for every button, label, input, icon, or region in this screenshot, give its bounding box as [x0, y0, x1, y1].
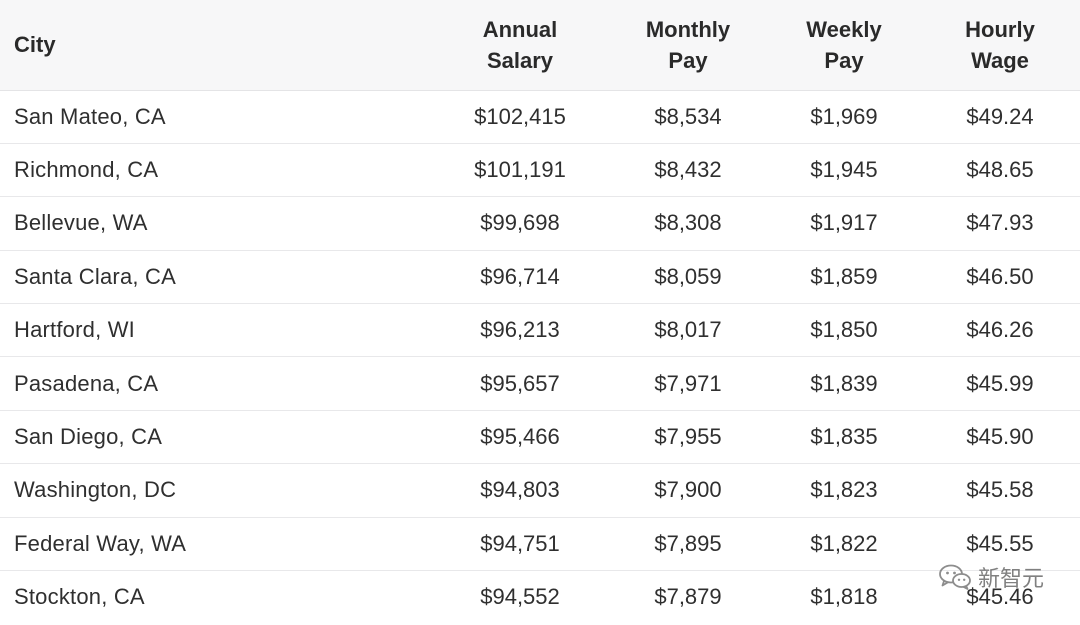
header-row: City Annual Salary Monthly Pay Weekly Pa… [0, 0, 1080, 91]
cell-city: Richmond, CA [14, 157, 159, 183]
cell-weekly-pay: $1,835 [810, 424, 878, 450]
cell-city: Washington, DC [14, 477, 177, 503]
cell-hourly-wage: $46.50 [966, 263, 1034, 289]
cell-city: Stockton, CA [14, 584, 145, 610]
header-text: Pay [824, 47, 864, 73]
cell-annual-salary: $99,698 [480, 210, 560, 236]
cell-hourly-wage: $46.26 [966, 317, 1034, 343]
column-header-monthly-pay: Monthly Pay [608, 0, 768, 91]
column-header-hourly-wage: Hourly Wage [920, 0, 1080, 91]
cell-weekly-pay: $1,945 [810, 157, 878, 183]
header-text: Salary [486, 47, 554, 73]
cell-hourly-wage: $47.93 [966, 210, 1034, 236]
table-row: Pasadena, CA $95,657 $7,971 $1,839 $45.9… [0, 357, 1080, 411]
cell-monthly-pay: $7,895 [654, 530, 722, 556]
cell-annual-salary: $101,191 [474, 157, 566, 183]
cell-monthly-pay: $7,879 [654, 584, 722, 610]
table-body: San Mateo, CA $102,415 $8,534 $1,969 $49… [0, 90, 1080, 624]
header-text: Weekly [806, 16, 882, 42]
cell-weekly-pay: $1,823 [810, 477, 878, 503]
cell-city: San Mateo, CA [14, 103, 166, 129]
cell-weekly-pay: $1,859 [810, 263, 878, 289]
cell-monthly-pay: $8,308 [654, 210, 722, 236]
cell-hourly-wage: $45.46 [966, 584, 1034, 610]
cell-monthly-pay: $8,432 [654, 157, 722, 183]
table-row: Federal Way, WA $94,751 $7,895 $1,822 $4… [0, 517, 1080, 571]
cell-annual-salary: $95,466 [480, 424, 560, 450]
cell-monthly-pay: $8,059 [654, 263, 722, 289]
cell-annual-salary: $94,803 [480, 477, 560, 503]
cell-city: Federal Way, WA [14, 530, 187, 556]
table-header: City Annual Salary Monthly Pay Weekly Pa… [0, 0, 1080, 91]
header-text: Hourly [965, 16, 1035, 42]
table-row: San Mateo, CA $102,415 $8,534 $1,969 $49… [0, 90, 1080, 144]
cell-weekly-pay: $1,822 [810, 530, 878, 556]
cell-city: San Diego, CA [14, 424, 163, 450]
cell-city: Santa Clara, CA [14, 263, 176, 289]
table-row: Santa Clara, CA $96,714 $8,059 $1,859 $4… [0, 250, 1080, 304]
cell-monthly-pay: $8,534 [654, 103, 722, 129]
cell-hourly-wage: $45.55 [966, 530, 1034, 556]
column-header-annual-salary: Annual Salary [432, 0, 608, 91]
cell-hourly-wage: $45.99 [966, 370, 1034, 396]
header-text: Monthly [645, 16, 731, 42]
cell-weekly-pay: $1,917 [810, 210, 878, 236]
cell-weekly-pay: $1,969 [810, 103, 878, 129]
cell-weekly-pay: $1,818 [810, 584, 878, 610]
table-row: Washington, DC $94,803 $7,900 $1,823 $45… [0, 464, 1080, 518]
table-row: San Diego, CA $95,466 $7,955 $1,835 $45.… [0, 410, 1080, 464]
cell-monthly-pay: $7,900 [654, 477, 722, 503]
header-text: Pay [668, 47, 708, 73]
header-text: Wage [971, 47, 1029, 73]
cell-monthly-pay: $7,955 [654, 424, 722, 450]
cell-annual-salary: $94,751 [480, 530, 560, 556]
column-header-city: City [0, 0, 432, 91]
table-row: Hartford, WI $96,213 $8,017 $1,850 $46.2… [0, 304, 1080, 357]
cell-hourly-wage: $48.65 [966, 157, 1034, 183]
cell-monthly-pay: $8,017 [654, 317, 722, 343]
column-header-weekly-pay: Weekly Pay [768, 0, 920, 91]
header-text: Annual [482, 16, 558, 42]
table-row: Stockton, CA $94,552 $7,879 $1,818 $45.4… [0, 571, 1080, 624]
cell-annual-salary: $94,552 [480, 584, 560, 610]
cell-city: Bellevue, WA [14, 210, 148, 236]
cell-weekly-pay: $1,839 [810, 370, 878, 396]
cell-annual-salary: $102,415 [474, 103, 566, 129]
cell-city: Hartford, WI [14, 317, 135, 343]
table-row: Richmond, CA $101,191 $8,432 $1,945 $48.… [0, 143, 1080, 197]
table-row: Bellevue, WA $99,698 $8,308 $1,917 $47.9… [0, 197, 1080, 251]
header-text: City [14, 32, 56, 58]
cell-hourly-wage: $45.90 [966, 424, 1034, 450]
cell-city: Pasadena, CA [14, 370, 159, 396]
cell-hourly-wage: $49.24 [966, 103, 1034, 129]
cell-annual-salary: $96,714 [480, 263, 560, 289]
cell-monthly-pay: $7,971 [654, 370, 722, 396]
cell-weekly-pay: $1,850 [810, 317, 878, 343]
cell-annual-salary: $96,213 [480, 317, 560, 343]
cell-hourly-wage: $45.58 [966, 477, 1034, 503]
cell-annual-salary: $95,657 [480, 370, 560, 396]
